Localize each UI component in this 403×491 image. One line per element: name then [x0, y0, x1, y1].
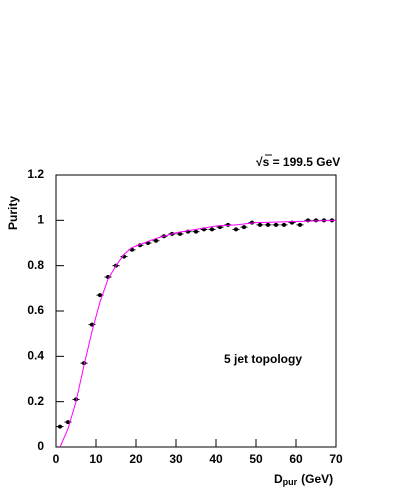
- data-point: [298, 222, 302, 227]
- x-label-unit: (GeV): [301, 472, 333, 486]
- x-label-main: D: [274, 472, 283, 486]
- data-point: [194, 229, 198, 234]
- y-tick-label: 0.6: [27, 303, 44, 317]
- data-point: [266, 222, 270, 227]
- x-tick-label: 30: [169, 452, 183, 466]
- x-axis-label: Dpur (GeV): [274, 472, 333, 487]
- data-point: [242, 225, 246, 230]
- data-point: [282, 222, 286, 227]
- x-tick-label: 20: [129, 452, 143, 466]
- x-tick-label: 40: [209, 452, 223, 466]
- y-tick-label: 1.2: [27, 167, 44, 181]
- y-tick-label: 0.4: [27, 349, 44, 363]
- fit-curve: [59, 219, 337, 448]
- y-tick-label: 0: [37, 439, 44, 453]
- x-tick-label: 0: [53, 452, 60, 466]
- y-axis-label: Purity: [6, 196, 20, 230]
- data-point: [314, 218, 318, 223]
- data-point: [58, 424, 62, 429]
- data-point: [66, 420, 70, 425]
- energy-label: √s = 199.5 GeV: [256, 155, 340, 169]
- y-tick-label: 0.2: [27, 394, 44, 408]
- data-point: [210, 227, 214, 232]
- data-point: [178, 231, 182, 236]
- data-point: [98, 293, 102, 298]
- data-point: [154, 238, 158, 243]
- data-point: [306, 218, 310, 223]
- data-point: [274, 222, 278, 227]
- data-point: [90, 322, 94, 327]
- x-tick-label: 10: [89, 452, 103, 466]
- data-point: [258, 222, 262, 227]
- data-point: [234, 227, 238, 232]
- y-tick-label: 0.8: [27, 258, 44, 272]
- y-tick-label: 1: [37, 213, 44, 227]
- x-tick-label: 60: [289, 452, 303, 466]
- topology-label: 5 jet topology: [224, 352, 302, 366]
- x-label-sub: pur: [283, 477, 298, 487]
- x-tick-label: 50: [249, 452, 263, 466]
- x-tick-label: 70: [329, 452, 343, 466]
